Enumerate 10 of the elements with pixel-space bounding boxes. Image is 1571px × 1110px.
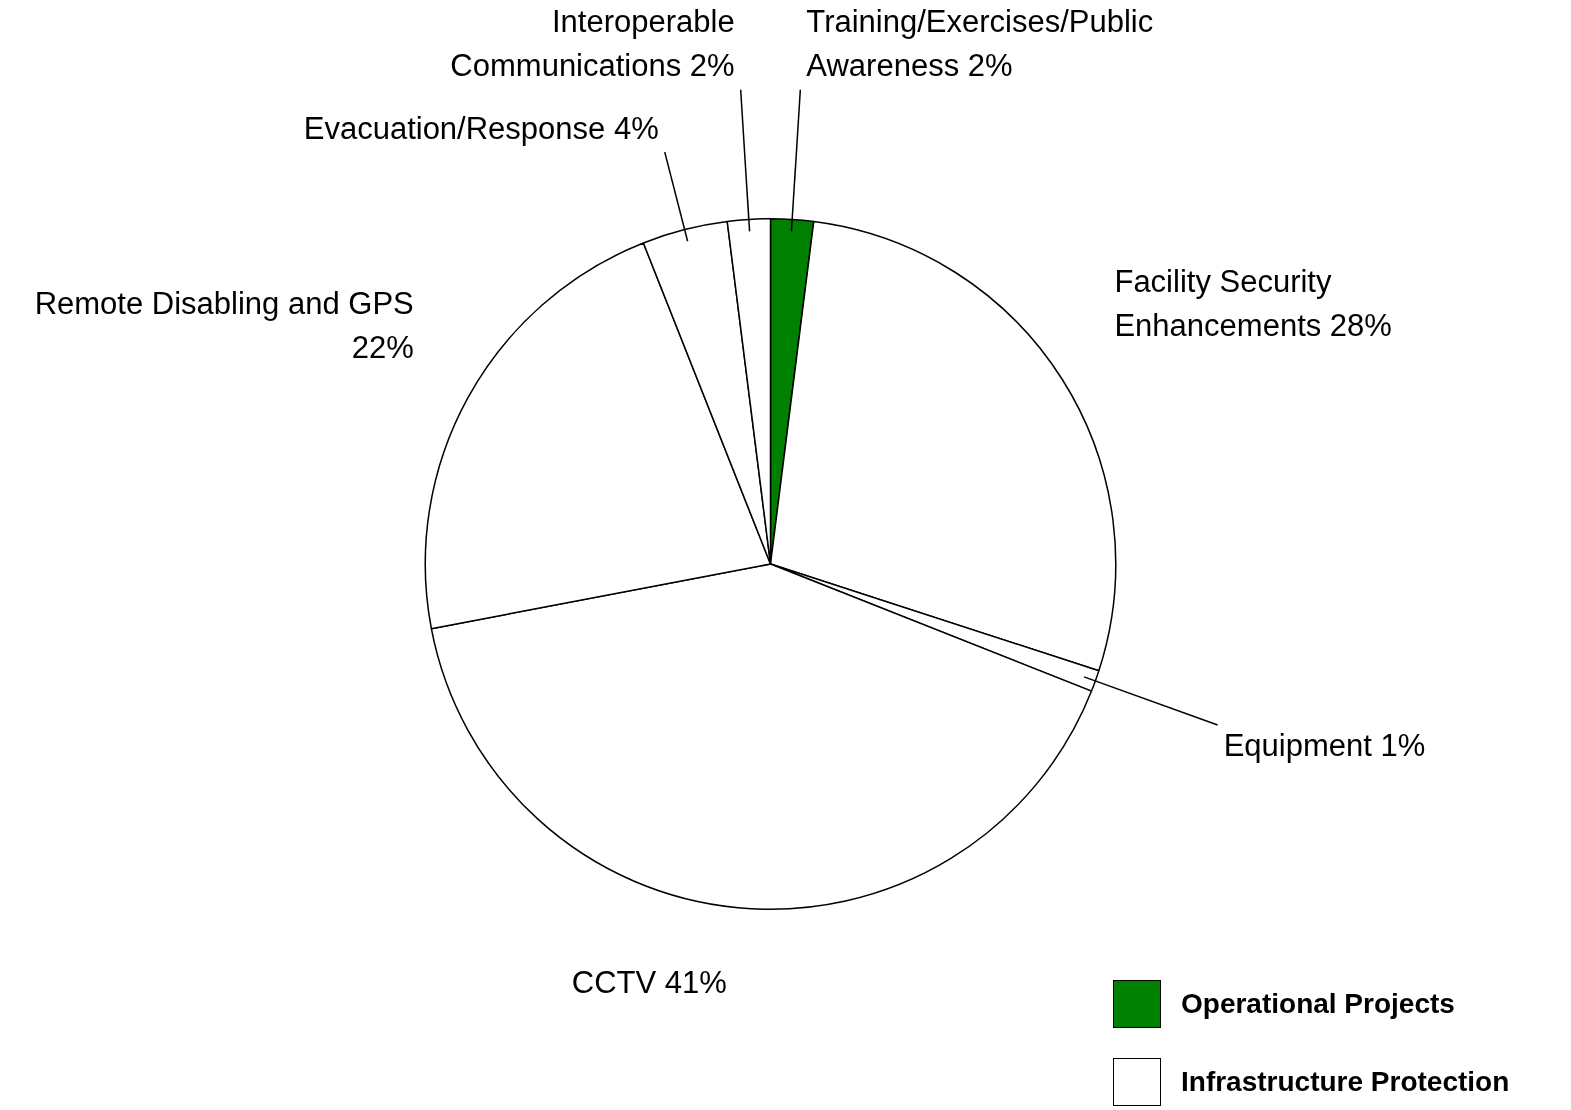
- text: Infrastructure Protection: [1181, 1066, 1510, 1098]
- slice-label: Equipment 1%: [1223, 727, 1426, 763]
- slice-label: Facility Security Enhancements 28%: [1114, 264, 1392, 344]
- slice-label: Evacuation/Response 4%: [303, 110, 659, 146]
- slice-label: Interoperable Communications 2%: [450, 4, 735, 84]
- text: Operational Projects: [1181, 988, 1455, 1020]
- data-label: 22%: [351, 329, 414, 365]
- slice-label: Training/Exercises/Public Awareness 2%: [806, 4, 1154, 84]
- slice-label: CCTV 41%: [571, 965, 727, 1001]
- slice-label: Remote Disabling and GPS: [34, 285, 414, 321]
